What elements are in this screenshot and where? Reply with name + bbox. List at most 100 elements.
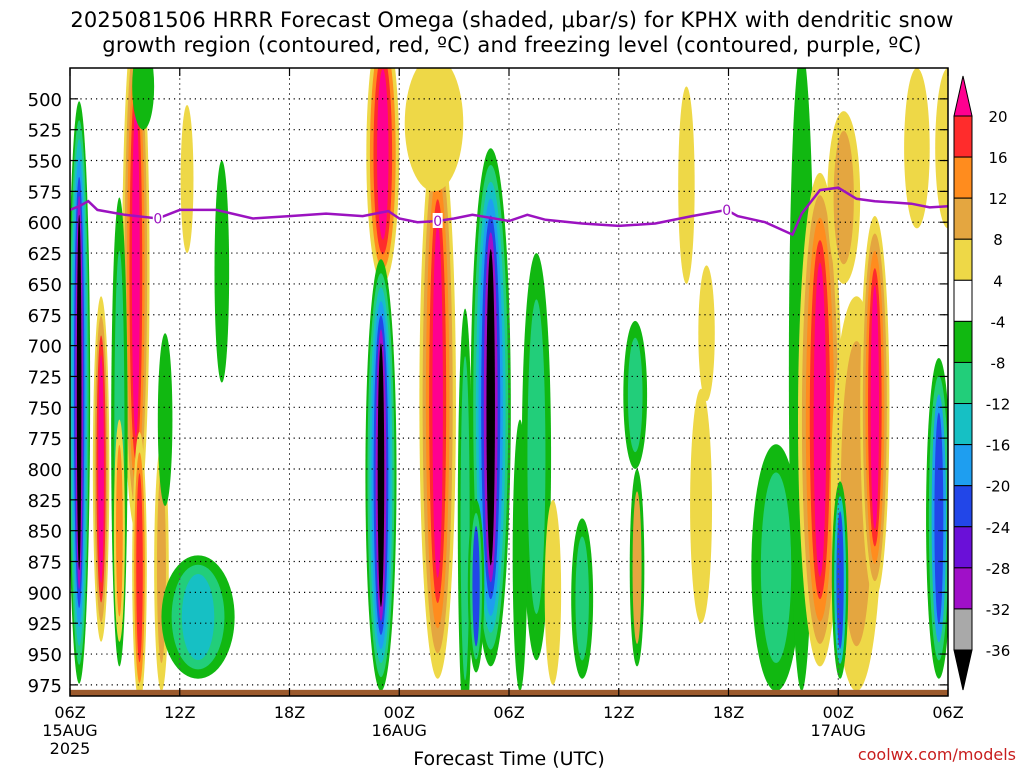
chart-title-line2: growth region (contoured, red, ºC) and f… [102,33,922,57]
y-tick-label: 775 [28,429,62,450]
colorbar: 20 16 12 8 4 -4 -8 -12 -16 -20 -24 -28 -32 -36 [953,75,1011,691]
omega-region-32-level-1 [833,130,854,265]
y-tick-label: 625 [28,244,62,265]
colorbar-label: -24 [986,519,1011,537]
omega-region-17-level-6 [486,249,495,566]
x-tick-label: 06Z [932,703,963,722]
freezing-level-label-bg [152,210,163,226]
x-tick-date-label: 17AUG [811,721,866,740]
colorbar-swatch [953,444,973,487]
x-tick-label: 00Z [823,703,854,722]
omega-region-11-level-0 [180,105,194,254]
y-tick-label: 900 [28,583,62,604]
omega-region-27-level-0 [698,265,715,402]
colorbar-swatch [953,197,973,240]
colorbar-swatch [953,567,973,610]
credit-text: coolwx.com/models [858,745,1016,764]
y-tick-label: 550 [28,152,62,173]
colorbar-label: 20 [988,108,1007,126]
omega-region-8-level-0 [157,333,173,506]
colorbar-label: -32 [986,601,1011,619]
y-tick-label: 800 [28,460,62,481]
y-tick-label: 825 [28,491,62,512]
omega-region-1-level-4 [131,106,140,437]
omega-region-10-level-0 [214,160,230,383]
y-tick-label: 875 [28,553,62,574]
x-tick-label: 18Z [713,703,744,722]
y-tick-label: 500 [28,90,62,111]
y-tick-label: 950 [28,645,62,666]
x-tick-date-label: 16AUG [372,721,427,740]
freezing-level-label: 0 [722,203,731,219]
omega-region-5-level-1 [116,444,123,617]
freezing-level-label-bg [432,212,443,228]
omega-shading-layer [70,68,948,696]
x-tick-label: 00Z [384,703,415,722]
omega-region-22-level-1 [575,536,589,661]
colorbar-label: -4 [991,313,1006,331]
grid-layer [70,68,948,696]
y-tick-label: 700 [28,337,62,358]
omega-region-16-level-1 [460,356,470,681]
omega-region-12-level-3 [377,68,389,240]
x-axis-label: Forecast Time (UTC) [413,748,604,768]
omega-region-0-level-6 [76,214,82,571]
y-tick-label: 750 [28,398,62,419]
x-tick-label: 06Z [54,703,85,722]
x-tick-label: 12Z [603,703,634,722]
x-tick-label: 12Z [164,703,195,722]
freezing-level-label-bg [721,201,732,217]
omega-region-28-level-1 [760,472,792,664]
y-tick-label: 575 [28,182,62,203]
omega-region-21-level-0 [544,499,562,685]
freezing-level-label: 0 [153,212,162,228]
x-tick-label: 18Z [274,703,305,722]
omega-region-15-level-0 [404,68,464,192]
freezing-level-line [69,186,949,237]
omega-region-19-level-2 [472,525,480,647]
omega-region-30-level-4 [813,262,827,577]
omega-region-20-level-0 [512,419,528,692]
omega-region-13-level-6 [377,343,385,607]
colorbar-swatch [953,361,973,405]
omega-region-35-level-3 [934,412,944,625]
freezing-level-label: 0 [433,214,442,230]
y-tick-label: 975 [28,676,62,697]
x-tick-label: 06Z [493,703,524,722]
y-tick-label: 675 [28,306,62,327]
y-tick-label: 600 [28,213,62,234]
omega-region-6-level-3 [98,355,104,583]
chart-title-line1: 2025081506 HRRR Forecast Omega (shaded, … [70,8,954,32]
omega-region-37-level-0 [935,68,948,229]
y-tick-label: 925 [28,614,62,635]
freezing-level-layer: 0 0 0 [69,186,949,237]
colorbar-label: 8 [993,231,1003,249]
colorbar-swatch [953,403,973,446]
colorbar-label: -8 [991,354,1006,372]
omega-region-34-level-2 [836,511,844,649]
colorbar-label: -36 [986,642,1011,660]
omega-region-33-level-4 [870,285,880,529]
colorbar-swatch [953,608,973,651]
y-tick-label: 725 [28,367,62,388]
colorbar-swatch [953,115,973,158]
colorbar-label: 16 [988,149,1007,167]
axes-layer: 500 525 550 575 600 625 650 675 700 725 750 775 800 8… [28,67,964,758]
omega-region-25-level-0 [678,86,695,284]
x-tick-year-label: 2025 [50,739,91,758]
x-tick-date-label: 15AUG [42,721,97,740]
colorbar-label: -20 [986,478,1011,496]
colorbar-label: 4 [993,272,1003,290]
omega-region-14-level-4 [432,224,443,578]
omega-region-23-level-1 [627,337,643,453]
colorbar-label: -16 [986,437,1011,455]
colorbar-min-arrow [953,649,973,691]
colorbar-max-arrow [953,75,973,117]
colorbar-swatch [953,279,973,322]
colorbar-label: 12 [988,190,1007,208]
colorbar-label: -12 [986,396,1011,414]
omega-region-18-level-1 [527,299,546,614]
y-tick-label: 525 [28,121,62,142]
colorbar-swatch [953,526,973,569]
